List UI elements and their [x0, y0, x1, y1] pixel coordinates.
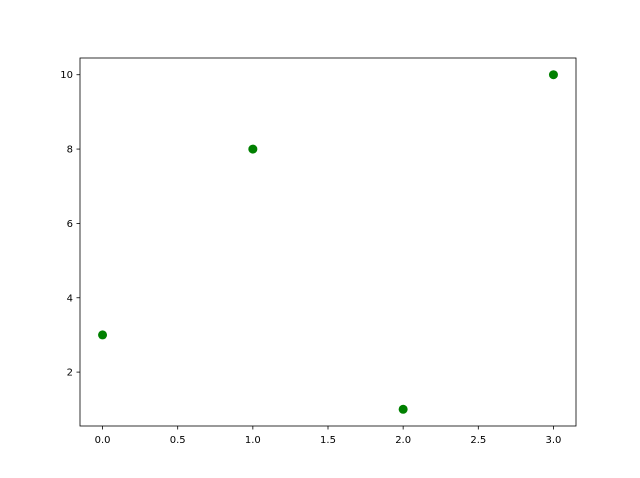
y-tick-label: 4 [67, 293, 73, 304]
data-point [398, 404, 408, 414]
y-tick-label: 6 [67, 219, 73, 230]
x-tick-label: 0.0 [95, 435, 111, 446]
data-point [248, 144, 258, 154]
x-tick-label: 2.0 [395, 435, 411, 446]
x-tick-label: 2.5 [470, 435, 486, 446]
y-tick-label: 10 [60, 70, 73, 81]
x-tick-label: 0.5 [170, 435, 186, 446]
x-tick-label: 3.0 [546, 435, 562, 446]
x-tick-label: 1.0 [245, 435, 261, 446]
x-tick-label: 1.5 [320, 435, 336, 446]
data-point [548, 70, 558, 80]
y-tick-label: 8 [67, 145, 73, 156]
axes-frame [79, 57, 577, 427]
data-point [98, 330, 108, 340]
y-tick-label: 2 [67, 368, 73, 379]
